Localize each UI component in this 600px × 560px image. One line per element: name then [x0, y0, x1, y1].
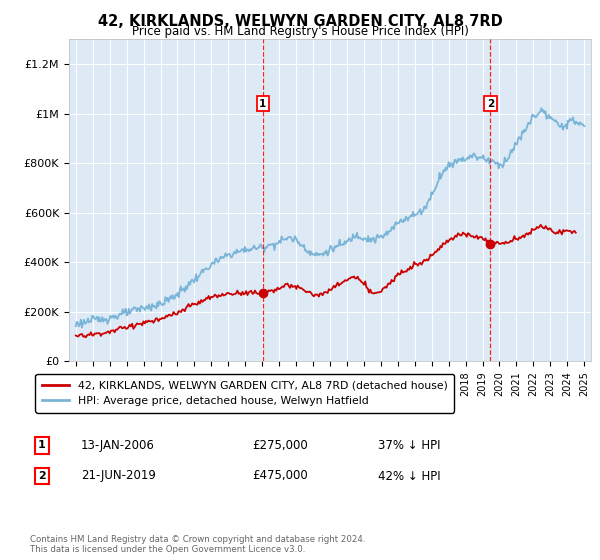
Text: 13-JAN-2006: 13-JAN-2006: [81, 438, 155, 452]
Text: 2: 2: [38, 471, 46, 481]
Text: Price paid vs. HM Land Registry's House Price Index (HPI): Price paid vs. HM Land Registry's House …: [131, 25, 469, 38]
Text: 1: 1: [259, 99, 266, 109]
Legend: 42, KIRKLANDS, WELWYN GARDEN CITY, AL8 7RD (detached house), HPI: Average price,: 42, KIRKLANDS, WELWYN GARDEN CITY, AL8 7…: [35, 374, 454, 413]
Text: 42, KIRKLANDS, WELWYN GARDEN CITY, AL8 7RD: 42, KIRKLANDS, WELWYN GARDEN CITY, AL8 7…: [98, 14, 502, 29]
Text: £475,000: £475,000: [252, 469, 308, 483]
Text: 37% ↓ HPI: 37% ↓ HPI: [378, 438, 440, 452]
Text: Contains HM Land Registry data © Crown copyright and database right 2024.
This d: Contains HM Land Registry data © Crown c…: [30, 535, 365, 554]
Text: 42% ↓ HPI: 42% ↓ HPI: [378, 469, 440, 483]
Text: 21-JUN-2019: 21-JUN-2019: [81, 469, 156, 483]
Text: 1: 1: [38, 440, 46, 450]
Text: 2: 2: [487, 99, 494, 109]
Text: £275,000: £275,000: [252, 438, 308, 452]
